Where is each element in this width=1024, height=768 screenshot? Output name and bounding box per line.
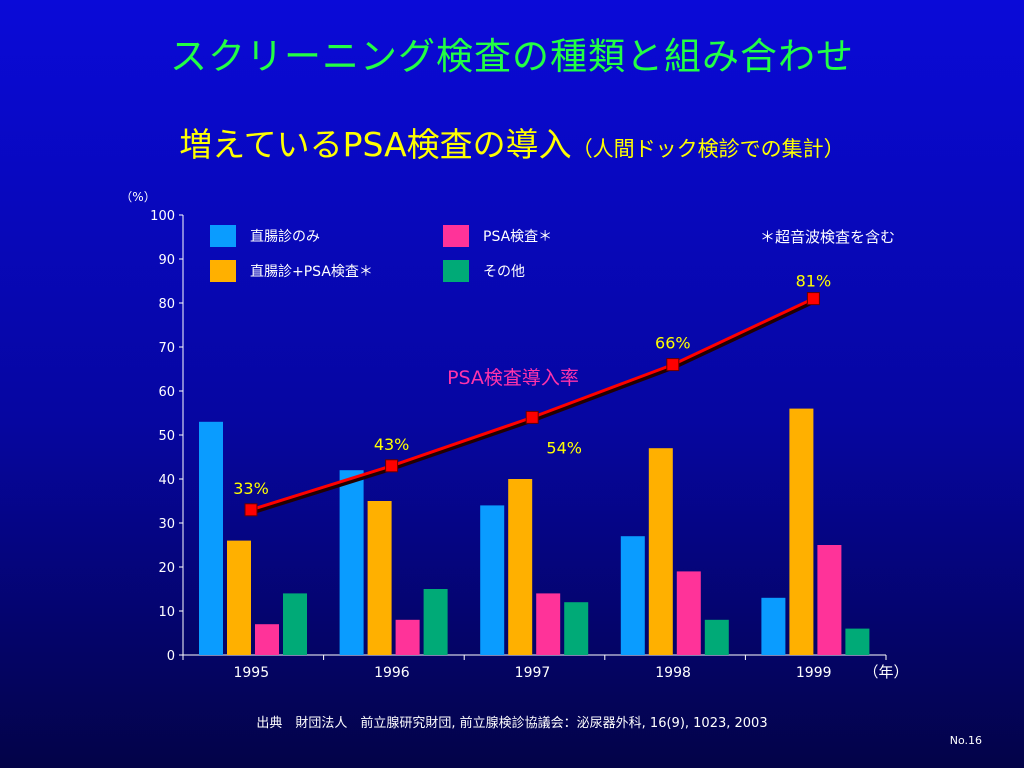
subtitle-main: 増えているPSA検査の導入 xyxy=(179,125,572,164)
legend-swatch-0 xyxy=(210,225,236,247)
legend-label-0: 直腸診のみ xyxy=(250,228,320,245)
x-tick-label-1995: 1995 xyxy=(233,665,269,681)
y-tick-label: 0 xyxy=(167,649,175,664)
line-series-label: PSA検査導入率 xyxy=(447,367,579,389)
legend-label-1: 直腸診+PSA検査＊ xyxy=(250,263,373,280)
source-citation: 出典 財団法人 前立腺研究財団, 前立腺検診協議会：泌尿器外科, 16(9), … xyxy=(256,716,768,731)
bar-1999-series-3 xyxy=(845,628,870,655)
bar-1998-series-0 xyxy=(620,536,645,655)
bar-1995-series-1 xyxy=(227,540,251,655)
y-tick-label: 70 xyxy=(158,341,175,356)
y-tick-label: 80 xyxy=(158,297,175,312)
legend-label-3: その他 xyxy=(483,264,525,280)
bar-1996-series-2 xyxy=(395,619,420,655)
line-point-1995 xyxy=(244,503,258,517)
line-series-shadow xyxy=(251,298,816,515)
bar-1998-series-3 xyxy=(704,619,729,655)
y-tick-label: 20 xyxy=(158,561,175,576)
y-tick-label: 90 xyxy=(158,253,175,268)
page-number: No.16 xyxy=(949,734,982,747)
y-tick-label: 50 xyxy=(158,429,175,444)
line-data-label-1996: 43% xyxy=(374,435,410,454)
y-tick-label: 30 xyxy=(158,517,175,532)
bar-1995-series-2 xyxy=(255,624,279,655)
legend-swatch-1 xyxy=(210,260,236,282)
bar-1995-series-3 xyxy=(283,593,307,655)
chart-note: ＊超音波検査を含む xyxy=(760,228,895,246)
bar-1999-series-2 xyxy=(817,545,842,655)
bar-1999-series-0 xyxy=(761,597,786,655)
x-tick-label-1998: 1998 xyxy=(655,665,691,681)
bar-1996-series-1 xyxy=(367,501,392,655)
line-series-psa-rate xyxy=(250,297,815,512)
y-tick-label: 60 xyxy=(158,385,175,400)
bar-1997-series-0 xyxy=(480,505,505,655)
x-tick-label-1997: 1997 xyxy=(515,665,551,681)
bar-1996-series-3 xyxy=(423,589,448,655)
bar-1998-series-1 xyxy=(648,448,673,655)
bar-1997-series-1 xyxy=(508,479,533,655)
legend-label-2: PSA検査＊ xyxy=(483,229,552,245)
line-point-1999 xyxy=(806,292,820,306)
y-tick-label: 10 xyxy=(158,605,175,620)
line-data-label-1995: 33% xyxy=(233,479,269,498)
x-tick-label-1999: 1999 xyxy=(796,665,832,681)
x-axis-label: （年） xyxy=(863,663,908,681)
bar-1995-series-0 xyxy=(199,421,223,655)
bar-1997-series-3 xyxy=(564,602,589,655)
slide-title: スクリーニング検査の種類と組み合わせ xyxy=(170,35,854,78)
subtitle-note: （人間ドック検診での集計） xyxy=(571,137,845,161)
y-tick-label: 40 xyxy=(158,473,175,488)
bar-1996-series-0 xyxy=(339,470,364,655)
legend-swatch-2 xyxy=(443,225,469,247)
line-point-1996 xyxy=(385,459,399,473)
bar-1998-series-2 xyxy=(676,571,701,655)
y-tick-label: 100 xyxy=(150,209,175,224)
slide-subtitle: 増えているPSA検査の導入（人間ドック検診での集計） xyxy=(0,118,1024,166)
line-point-1998 xyxy=(666,358,680,372)
line-data-label-1999: 81% xyxy=(796,272,832,291)
x-tick-label-1996: 1996 xyxy=(374,665,410,681)
y-axis-label: （%） xyxy=(120,190,155,204)
line-point-1997 xyxy=(525,410,539,424)
bar-1997-series-2 xyxy=(536,593,561,655)
line-data-label-1998: 66% xyxy=(655,334,691,353)
legend-swatch-3 xyxy=(443,260,469,282)
line-data-label-1997: 54% xyxy=(546,438,582,457)
bar-1999-series-1 xyxy=(789,408,814,655)
